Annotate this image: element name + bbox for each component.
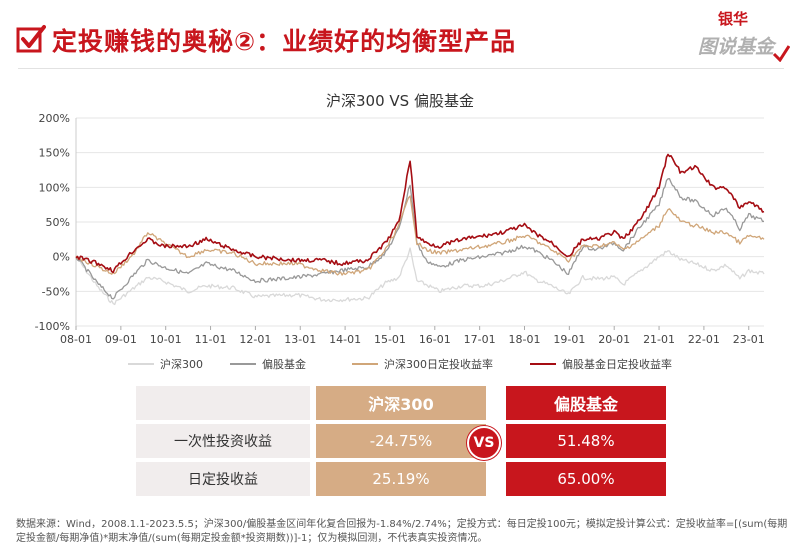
y-tick-label: 150% — [39, 147, 70, 160]
legend-item: 偏股基金 — [230, 356, 306, 372]
y-tick-label: 200% — [39, 112, 70, 125]
x-tick-label: 18-01 — [509, 333, 541, 346]
x-tick-label: 13-01 — [284, 333, 316, 346]
checkbox-check-icon — [16, 25, 46, 53]
series-line-3 — [75, 153, 765, 274]
footnote: 数据来源：Wind，2008.1.1-2023.5.5；沪深300/偏股基金区间… — [16, 519, 788, 544]
legend-swatch — [230, 363, 256, 365]
comparison-table: 沪深300 偏股基金 一次性投资收益 -24.75% 51.48% 日定投收益 … — [136, 386, 666, 496]
x-tick-label: 23-01 — [733, 333, 765, 346]
logo: 银华 图说基金 — [694, 8, 790, 62]
x-tick-label: 21-01 — [643, 333, 675, 346]
x-tick-label: 17-01 — [464, 333, 496, 346]
y-tick-label: -50% — [42, 285, 70, 298]
table-cell-fund-lump-sum: 51.48% — [506, 424, 666, 458]
x-tick-label: 11-01 — [195, 333, 227, 346]
divider — [18, 68, 784, 69]
x-tick-label: 16-01 — [419, 333, 451, 346]
x-tick-label: 22-01 — [688, 333, 720, 346]
page-title: 定投赚钱的奥秘②：业绩好的均衡型产品 — [52, 27, 517, 56]
legend-label: 沪深300 — [160, 358, 203, 371]
table-cell-hs300-daily-dca: 25.19% — [316, 462, 486, 496]
x-tick-label: 12-01 — [239, 333, 271, 346]
y-tick-label: 50% — [46, 216, 70, 229]
y-tick-label: 0% — [53, 251, 70, 264]
logo-line2: 图说基金 — [698, 36, 775, 58]
legend-swatch — [352, 363, 378, 365]
header: 定投赚钱的奥秘②：业绩好的均衡型产品 银华 图说基金 — [0, 0, 800, 66]
y-axis-ticks: 200% 150% 100% 50% 0% -50% -100% — [35, 112, 70, 333]
y-tick-label: -100% — [35, 320, 70, 333]
x-axis-ticks: 08-01 09-01 10-01 11-01 12-01 13-01 14-01 15-01… — [60, 326, 765, 346]
legend-swatch — [530, 363, 556, 365]
table-row-label-daily-dca: 日定投收益 — [136, 462, 310, 496]
x-tick-label: 14-01 — [329, 333, 361, 346]
table-header-empty — [136, 386, 310, 420]
table-cell-hs300-lump-sum: -24.75% — [316, 424, 486, 458]
x-tick-label: 19-01 — [553, 333, 585, 346]
chart-legend: 沪深300 偏股基金 沪深300日定投收益率 偏股基金日定投收益率 — [128, 356, 768, 374]
x-tick-label: 08-01 — [60, 333, 92, 346]
table-header-hs300: 沪深300 — [316, 386, 486, 420]
series-line-2 — [75, 195, 765, 276]
line-chart: 200% 150% 100% 50% 0% -50% -100% 08-01 09-01 10-… — [35, 112, 765, 346]
x-tick-label: 10-01 — [150, 333, 182, 346]
vs-badge: VS — [467, 426, 501, 460]
legend-label: 偏股基金日定投收益率 — [562, 358, 672, 371]
series-line-1 — [75, 178, 765, 300]
legend-label: 沪深300日定投收益率 — [384, 358, 493, 371]
legend-item: 沪深300日定投收益率 — [352, 356, 493, 372]
legend-item: 偏股基金日定投收益率 — [530, 356, 672, 372]
table-header-equity-fund: 偏股基金 — [506, 386, 666, 420]
y-tick-label: 100% — [39, 181, 70, 194]
table-cell-fund-daily-dca: 65.00% — [506, 462, 666, 496]
series-lines — [75, 153, 765, 306]
logo-flag-icon — [706, 10, 790, 62]
x-tick-label: 20-01 — [598, 333, 630, 346]
series-line-0 — [75, 247, 765, 306]
legend-item: 沪深300 — [128, 356, 203, 372]
legend-label: 偏股基金 — [262, 358, 306, 371]
logo-line1: 银华 — [718, 10, 749, 28]
table-row-label-lump-sum: 一次性投资收益 — [136, 424, 310, 458]
chart-title: 沪深300 VS 偏股基金 — [326, 92, 474, 110]
legend-swatch — [128, 363, 154, 365]
x-tick-label: 15-01 — [374, 333, 406, 346]
x-tick-label: 09-01 — [105, 333, 137, 346]
